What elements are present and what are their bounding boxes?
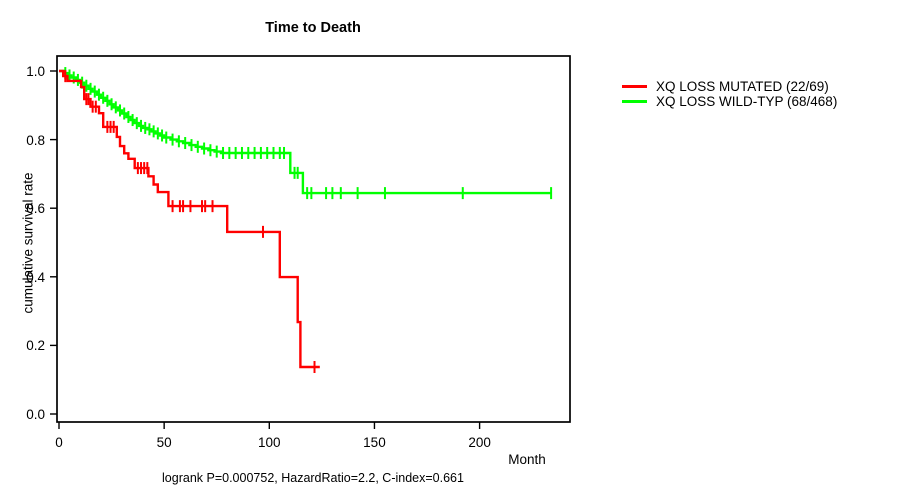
y-tick-label-1: 0.2	[26, 338, 45, 354]
x-tick-label-3: 150	[363, 435, 386, 450]
legend-label-wildtype: XQ LOSS WILD-TYP (68/468)	[656, 94, 838, 109]
censor-marks-1	[64, 67, 553, 200]
y-tick-label-2: 0.4	[26, 269, 45, 285]
y-axis-title: cumulative survival rate	[20, 172, 36, 314]
legend-label-mutated: XQ LOSS MUTATED (22/69)	[656, 79, 829, 94]
y-axis-ticks	[50, 70, 57, 415]
survival-curve-0	[59, 69, 320, 369]
x-axis-ticks	[58, 422, 481, 429]
chart-title: Time to Death	[265, 20, 361, 36]
survival-curve-1	[59, 69, 552, 195]
y-tick-label-0: 0.0	[26, 407, 45, 422]
x-tick-label-2: 100	[258, 435, 281, 450]
y-tick-label-3: 0.6	[26, 201, 45, 217]
stats-caption: logrank P=0.000752, HazardRatio=2.2, C-i…	[162, 471, 464, 485]
legend-line-red	[622, 85, 647, 88]
x-tick-label-4: 200	[468, 435, 491, 450]
legend-item-wildtype: XQ LOSS WILD-TYP (68/468)	[622, 94, 837, 109]
x-axis-title: Month	[508, 452, 546, 467]
x-tick-label-0: 0	[55, 435, 63, 450]
survival-series-1	[59, 67, 553, 200]
legend-item-mutated: XQ LOSS MUTATED (22/69)	[622, 79, 837, 94]
plot-border	[56, 55, 571, 423]
legend: XQ LOSS MUTATED (22/69) XQ LOSS WILD-TYP…	[622, 79, 837, 109]
y-tick-label-4: 0.8	[26, 132, 45, 148]
censor-marks-0	[64, 70, 316, 374]
legend-line-green	[622, 100, 647, 103]
survival-series-0	[59, 69, 320, 374]
x-tick-label-1: 50	[156, 435, 172, 450]
y-tick-label-5: 1.0	[26, 64, 45, 79]
